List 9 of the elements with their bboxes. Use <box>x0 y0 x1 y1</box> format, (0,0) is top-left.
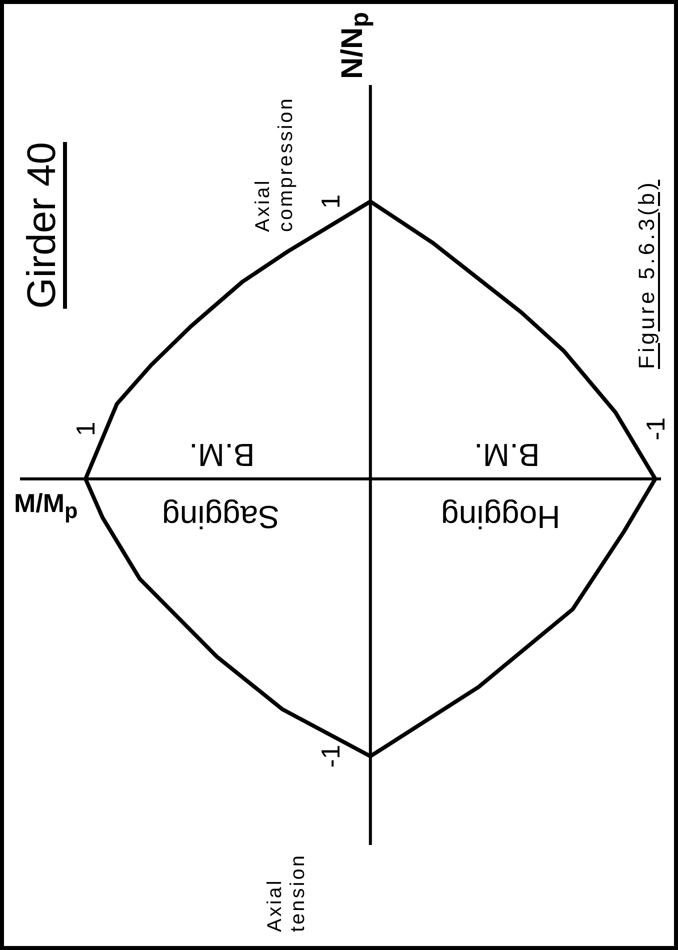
x-axis-title: M/M$_{p}$ <box>14 488 78 524</box>
annotation: Axial compression <box>252 96 298 232</box>
annotation: Sagging <box>162 498 280 535</box>
annotation: B.M. <box>189 436 255 473</box>
text: Axial tension <box>264 852 310 932</box>
annotation: B.M. <box>474 436 540 473</box>
annotation: Figure 5.6.3(b) <box>634 178 660 369</box>
annotation: Hogging <box>441 498 560 535</box>
text: Girder 40 <box>20 142 65 309</box>
